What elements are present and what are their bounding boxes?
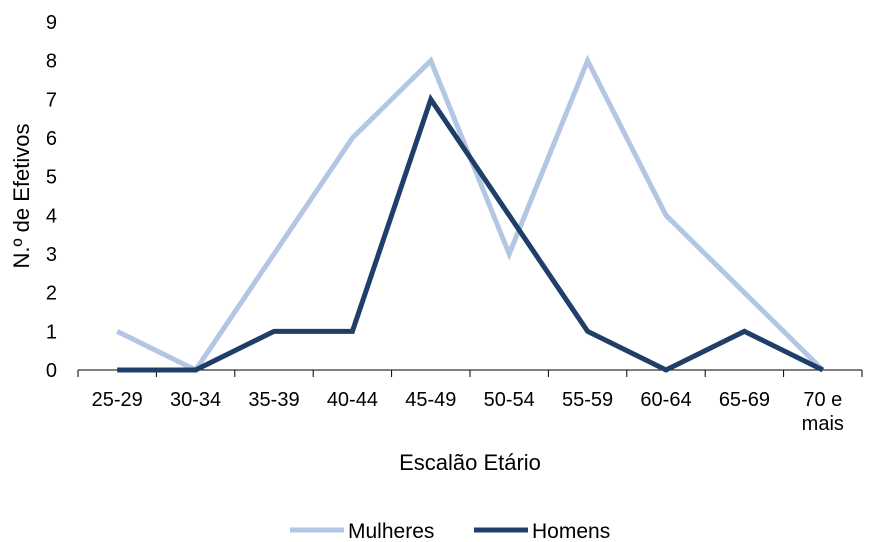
x-tick-label: 25-29 [92,389,143,411]
x-tick-label: 65-69 [719,389,770,411]
x-tick-label: 40-44 [327,389,378,411]
y-tick-label: 4 [46,205,57,227]
legend-label: Homens [532,520,610,542]
x-tick-label: 60-64 [640,389,691,411]
y-tick-label: 8 [46,51,57,73]
y-tick-label: 7 [46,89,57,111]
series-line-mulheres [116,54,825,374]
x-tick-label: 50-54 [484,389,535,411]
y-tick-label: 2 [46,283,57,305]
y-tick-label: 5 [46,167,57,189]
x-tick-label: 30-34 [170,389,221,411]
x-tick-label: 55-59 [562,389,613,411]
x-tick-label: 45-49 [405,389,456,411]
y-axis-title: N.º de Efetivos [9,124,34,269]
legend: Mulheres Homens [290,520,610,542]
series-lines [116,54,825,374]
legend-item-mulheres: Mulheres [290,520,434,542]
y-tick-label: 6 [46,128,57,150]
x-tick-label: 70 e mais [802,389,844,435]
x-tick-label: 35-39 [248,389,299,411]
y-tick-label: 3 [46,244,57,266]
y-axis-ticks: 0 1 2 3 4 5 6 7 8 9 [46,12,57,382]
legend-label: Mulheres [348,520,434,542]
x-axis-ticks: 25-29 30-34 35-39 40-44 45-49 50-54 55-59 60-64… [92,389,844,435]
y-tick-label: 1 [46,321,57,343]
y-tick-label: 9 [46,12,57,34]
series-line-homens [117,93,824,373]
y-tick-label: 0 [46,360,57,382]
legend-item-homens: Homens [474,520,610,542]
x-axis-title: Escalão Etário [399,450,541,475]
